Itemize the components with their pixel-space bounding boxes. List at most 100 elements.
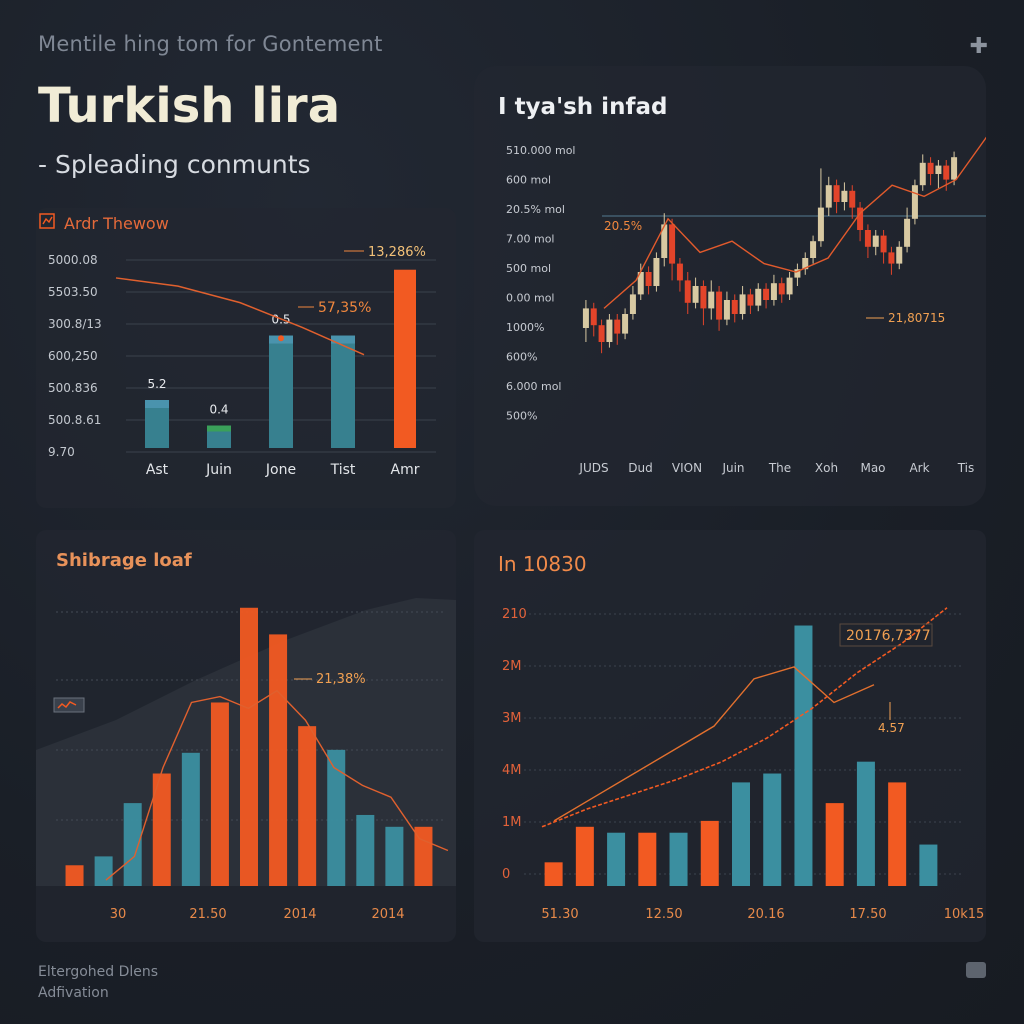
annotation: 20176,7377 [846,628,931,644]
bar [763,773,782,886]
bar-cap [331,335,355,344]
candle-body [810,241,817,258]
footer: Eltergohed Dlens Adfivation [38,962,158,1004]
chat-icon[interactable] [966,962,986,978]
candle-body [802,258,809,270]
chart-icon-path [42,216,53,225]
bar [94,856,113,886]
y-tick-label: 0.00 mol [506,292,555,305]
candle-body [786,277,793,295]
plus-icon[interactable]: ✚ [969,34,988,59]
x-tick-label: 2014 [371,907,404,922]
bar [607,832,626,886]
x-tick-label: The [768,461,791,475]
candle-body [598,325,605,342]
candle-body [755,288,762,306]
bar [888,782,907,886]
y-tick-label: 600 mol [506,174,551,187]
y-tick-label: 7.00 mol [506,233,555,246]
y-tick-label: 2M [502,659,522,674]
x-tick-label: Ast [146,462,169,478]
x-tick-label: Xoh [815,461,838,475]
candle-body [645,272,652,286]
candle-body [864,230,871,247]
volume-svg: 210 2M 3M 4M 1M 0 51.30 12.50 20.16 17.50 10k15 201… [502,607,985,922]
x-tick-label: Juin [721,461,744,475]
bar [700,820,719,886]
bar [181,752,200,886]
candle-body [700,286,707,309]
candle-body [716,291,723,320]
x-tick-label: Jone [265,462,296,478]
chart-icon [39,213,55,229]
candle-body [919,162,926,186]
x-tick-label: VION [672,461,702,475]
x-tick-label: 2014 [283,907,316,922]
panel-title: In 10830 [498,552,587,576]
y-tick-label: 600% [506,351,537,364]
bar [825,803,844,886]
candle-body [747,294,754,306]
x-tick-label: Amr [391,462,420,478]
bar-cap [207,425,231,432]
candle-body [951,157,958,180]
x-tick-label: 20.16 [747,907,784,922]
x-tick-label: Tist [330,462,356,478]
candle-body [653,258,660,286]
y-tick-label: 300.8/13 [48,317,102,331]
legend-badge-icon [57,701,77,709]
y-tick-label: 500.836 [48,381,98,395]
candle-body [911,185,918,219]
bar [123,803,142,886]
bar [544,862,563,886]
trend-line [541,607,948,828]
bar [856,761,875,886]
candle-body [637,272,644,295]
bar [575,826,594,886]
bar [794,625,813,886]
x-tick-label: JUDS [578,461,608,475]
candle-body [794,269,801,278]
candle-body [661,224,668,258]
x-tick-label: Juin [205,462,232,478]
footer-line-2: Adfivation [38,985,109,1001]
bar-chart-panel: 5000.08 5503.50 300.8/13 600,250 500.836 500.… [36,208,456,508]
trend-line [115,277,365,356]
y-tick-label: 20.5% mol [506,203,565,216]
x-tick-label: Tis [957,461,975,475]
candle-body [935,165,942,174]
x-tick-label: 10k15 [944,907,985,922]
x-tick-label: 21.50 [189,907,226,922]
candle-body [723,300,730,320]
candle-body [708,291,715,309]
panel-title: Ardr Thewow [64,214,169,233]
y-tick-label: 4M [502,763,522,778]
y-tick-label: 500 mol [506,262,551,275]
candle-body [629,294,636,314]
y-tick-label: 500.8.61 [48,413,101,427]
volume-panel: 210 2M 3M 4M 1M 0 51.30 12.50 20.16 17.50 10k15 201… [474,530,986,942]
annotation-box [839,623,933,647]
marker [278,335,284,342]
bar [298,726,317,886]
panel-title: I tya'sh infad [498,94,668,120]
x-tick-label: Ark [909,461,929,475]
bar [638,832,657,886]
candle-body [622,314,629,334]
annotation: 21,38% [316,672,366,687]
bar [385,826,404,886]
annotation: 4.57 [878,721,905,735]
bar-cap [145,400,169,408]
candle-body [684,280,691,303]
series-line [553,666,875,822]
candlestick-svg: 510.000 mol 600 mol 20.5% mol 7.00 mol 500 m… [506,136,986,475]
annotation: 20.5% [604,219,642,233]
y-tick-label: 5503.50 [48,285,98,299]
x-tick-label: 51.30 [541,907,578,922]
trend-line [105,689,449,881]
candle-body [582,308,589,328]
annotation: 13,286% [368,245,426,260]
bar [669,832,688,886]
candle-body [676,263,683,281]
candle-body [778,283,785,295]
